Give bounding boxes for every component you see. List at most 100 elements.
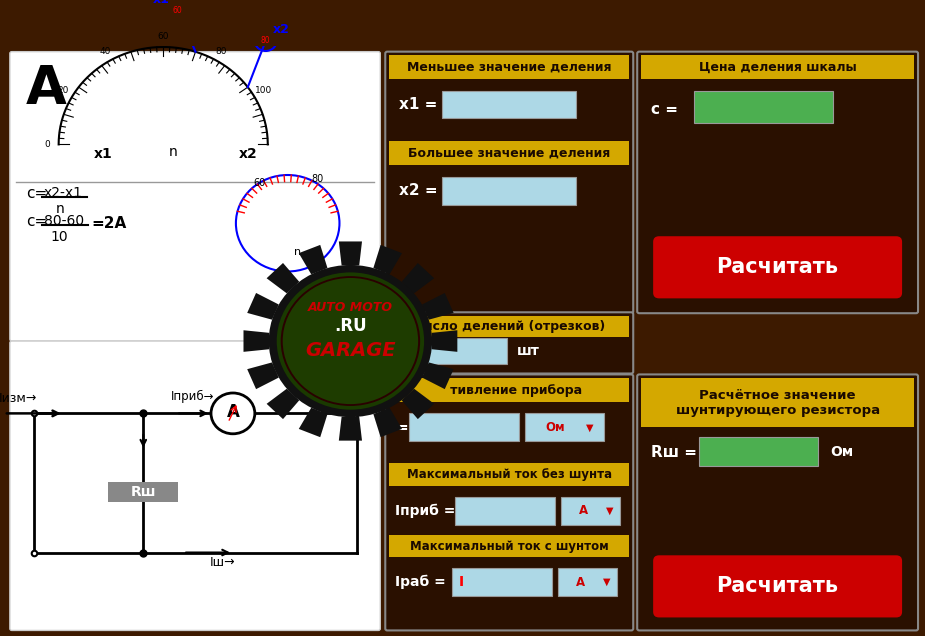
Circle shape — [283, 278, 418, 404]
Polygon shape — [243, 330, 269, 352]
Text: шт: шт — [517, 344, 539, 358]
Text: x2 =: x2 = — [400, 183, 438, 198]
Text: Число делений (отрезков): Число делений (отрезков) — [413, 320, 605, 333]
Text: A: A — [227, 403, 240, 422]
Bar — [397, 338, 507, 364]
Text: 40: 40 — [100, 46, 111, 56]
Text: ▼: ▼ — [606, 506, 613, 516]
Text: Расчитать: Расчитать — [717, 576, 839, 597]
Text: ▼: ▼ — [603, 577, 610, 587]
FancyBboxPatch shape — [10, 52, 380, 341]
FancyBboxPatch shape — [653, 555, 902, 618]
Text: 60: 60 — [253, 178, 265, 188]
Bar — [699, 436, 819, 466]
Text: c=: c= — [26, 186, 47, 201]
Bar — [108, 482, 179, 502]
Text: 60: 60 — [173, 6, 182, 15]
FancyBboxPatch shape — [637, 52, 918, 313]
Text: 80: 80 — [216, 46, 227, 56]
Text: Цена деления шкалы: Цена деления шкалы — [698, 61, 857, 74]
Text: c =: c = — [651, 102, 678, 116]
Polygon shape — [422, 363, 453, 389]
Bar — [389, 464, 629, 486]
Text: 10: 10 — [51, 230, 68, 244]
Text: Расчётное значение
шунтирующего резистора: Расчётное значение шунтирующего резистор… — [675, 389, 880, 417]
Text: n: n — [56, 202, 65, 216]
Text: n: n — [168, 144, 178, 158]
Text: 100: 100 — [254, 86, 272, 95]
Polygon shape — [422, 293, 453, 320]
Text: Rш =: Rш = — [651, 445, 697, 460]
Bar — [409, 413, 519, 441]
Text: x2-x1: x2-x1 — [43, 186, 82, 200]
Polygon shape — [374, 408, 402, 437]
Polygon shape — [266, 389, 299, 419]
Bar — [524, 413, 604, 441]
Polygon shape — [266, 263, 299, 293]
Text: A: A — [26, 63, 67, 114]
Text: x2: x2 — [273, 24, 290, 36]
Polygon shape — [247, 293, 278, 320]
Circle shape — [211, 393, 254, 434]
Bar — [561, 497, 621, 525]
FancyBboxPatch shape — [10, 341, 380, 630]
Text: n: n — [294, 247, 302, 257]
FancyBboxPatch shape — [386, 52, 634, 313]
Circle shape — [277, 272, 424, 410]
Polygon shape — [401, 263, 434, 293]
Text: Расчитать: Расчитать — [717, 258, 839, 277]
Bar — [389, 55, 629, 80]
Polygon shape — [339, 242, 362, 265]
Bar — [694, 90, 833, 123]
Text: I: I — [459, 575, 464, 589]
Polygon shape — [299, 245, 327, 274]
Bar — [452, 569, 551, 596]
Bar — [389, 378, 629, 402]
Text: Ом: Ом — [545, 421, 565, 434]
Text: Максимальный ток с шунтом: Максимальный ток с шунтом — [410, 539, 609, 553]
Bar — [442, 90, 576, 118]
Text: Большее значение деления: Большее значение деления — [408, 146, 610, 159]
Text: А: А — [579, 504, 587, 517]
Text: тивление прибора: тивление прибора — [437, 384, 582, 397]
FancyBboxPatch shape — [386, 375, 634, 630]
Text: x1 =: x1 = — [400, 97, 438, 112]
Text: AUTO MOTO: AUTO MOTO — [308, 301, 393, 314]
Text: 80: 80 — [261, 36, 270, 45]
Text: x1: x1 — [94, 148, 113, 162]
Text: GARAGE: GARAGE — [305, 341, 396, 360]
Text: Iизм→: Iизм→ — [0, 392, 37, 405]
Polygon shape — [299, 408, 327, 437]
Bar — [389, 141, 629, 165]
Text: c=: c= — [26, 214, 47, 229]
FancyBboxPatch shape — [386, 312, 634, 373]
Bar — [442, 177, 576, 205]
Polygon shape — [432, 330, 457, 352]
Text: Ом: Ом — [831, 445, 854, 459]
Text: .RU: .RU — [334, 317, 366, 335]
Text: Максимальный ток без шунта: Максимальный ток без шунта — [407, 468, 611, 481]
Bar — [558, 569, 617, 596]
Text: А: А — [575, 576, 585, 589]
Text: 60: 60 — [157, 32, 169, 41]
Polygon shape — [247, 363, 278, 389]
Text: x2: x2 — [239, 148, 257, 162]
Polygon shape — [401, 389, 434, 419]
Text: 80-60: 80-60 — [43, 214, 84, 228]
Text: 0: 0 — [44, 140, 51, 149]
FancyBboxPatch shape — [637, 375, 918, 630]
Text: 20: 20 — [57, 86, 68, 95]
Text: =: = — [395, 420, 408, 435]
Text: Iприб =: Iприб = — [395, 504, 456, 518]
Text: Iш→: Iш→ — [210, 555, 236, 569]
FancyBboxPatch shape — [653, 236, 902, 298]
Text: =2A: =2A — [92, 216, 127, 231]
Text: 80: 80 — [312, 174, 324, 184]
Circle shape — [269, 265, 432, 417]
Bar — [389, 316, 629, 337]
Bar — [455, 497, 555, 525]
Bar — [389, 535, 629, 557]
Circle shape — [280, 276, 420, 406]
Text: ▼: ▼ — [586, 422, 594, 432]
Text: Iраб =: Iраб = — [395, 575, 446, 590]
